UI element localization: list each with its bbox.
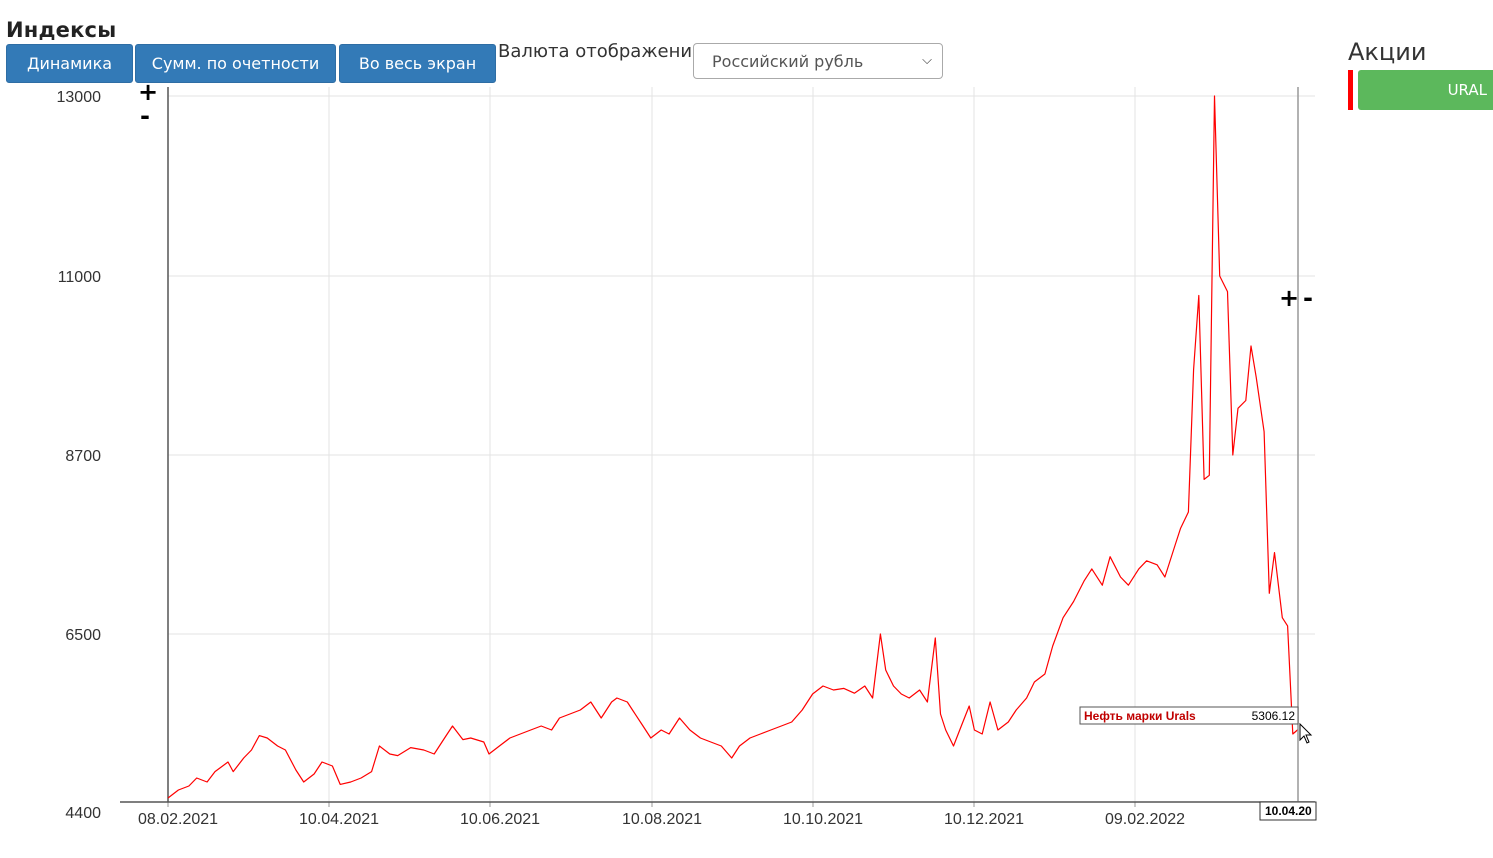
legend-item-ural[interactable]: URAL [1358, 70, 1493, 110]
x-tick-label: 10.08.2021 [622, 811, 702, 828]
x-tick-label: 09.02.2022 [1105, 811, 1185, 828]
currency-select-value: Российский рубль [712, 51, 864, 71]
y-axis: 13000 11000 8700 6500 4400 [57, 89, 102, 822]
zoom-out-icon[interactable]: - [140, 102, 150, 130]
chevron-down-icon: ⌵ [922, 53, 932, 68]
tooltip: Нефть марки Urals 5306.12 [1079, 706, 1299, 725]
x-axis: 08.02.2021 10.04.2021 10.06.2021 10.08.2021… [138, 811, 1185, 828]
tooltip-value: 5306.12 [1252, 709, 1296, 723]
zoom-in-right-icon[interactable]: + [1279, 284, 1299, 312]
fullscreen-button[interactable]: Во весь экран [339, 44, 496, 83]
chart-series [167, 95, 1299, 799]
y-tick-label: 6500 [65, 627, 101, 644]
x-tick-label: 10.12.2021 [944, 811, 1024, 828]
cursor-icon [1299, 722, 1313, 744]
tooltip-series-name: Нефть марки Urals [1084, 709, 1196, 723]
legend-color-marker [1348, 70, 1353, 110]
x-tick-label: 10.04.2021 [299, 811, 379, 828]
zoom-in-icon[interactable]: + [138, 78, 158, 106]
y-tick-label: 8700 [65, 448, 101, 465]
x-tick-label: 10.10.2021 [783, 811, 863, 828]
stocks-title: Акции [1348, 38, 1427, 66]
summary-by-reporting-button[interactable]: Сумм. по очетности [135, 44, 336, 83]
date-box: 10.04.20 [1259, 801, 1317, 821]
date-box-label: 10.04.20 [1265, 804, 1312, 818]
x-tick-label: 08.02.2021 [138, 811, 218, 828]
zoom-out-right-icon[interactable]: - [1303, 284, 1313, 312]
currency-select[interactable]: Российский рубль ⌵ [693, 43, 943, 79]
dynamics-button[interactable]: Динамика [6, 44, 133, 83]
x-tick-label: 10.06.2021 [460, 811, 540, 828]
currency-label: Валюта отображения [498, 41, 703, 62]
chart-grid [120, 87, 1315, 807]
series-line-urals[interactable] [167, 95, 1299, 799]
y-tick-label: 13000 [57, 89, 102, 106]
y-tick-label: 4400 [65, 805, 101, 822]
page-title: Индексы [6, 18, 117, 42]
y-tick-label: 11000 [58, 269, 101, 286]
